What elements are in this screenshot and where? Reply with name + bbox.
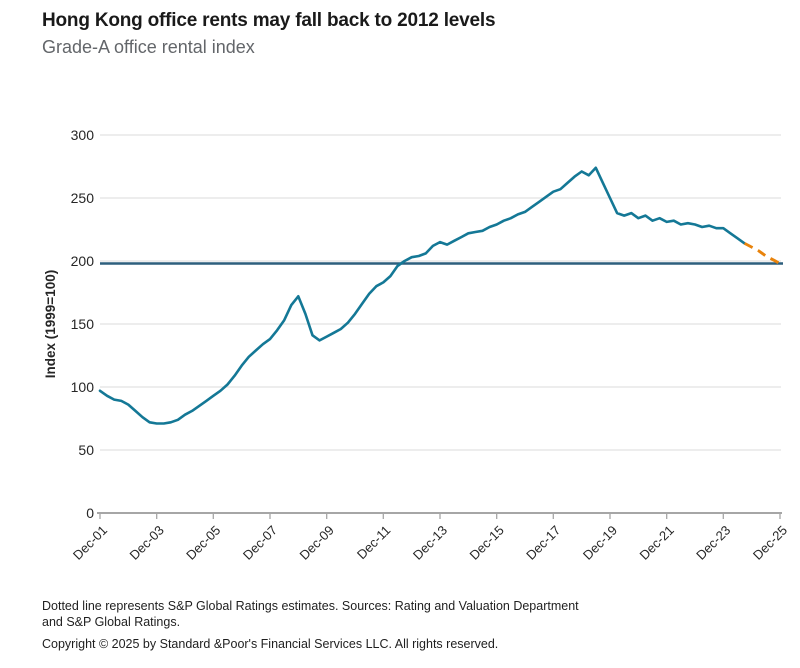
x-tick-label: Dec-11 [354,523,394,563]
x-tick-label: Dec-07 [240,523,280,563]
x-tick-label: Dec-03 [127,523,167,563]
x-tick-label: Dec-17 [523,523,563,563]
x-tick-label: Dec-19 [580,523,620,563]
series-line-actual [98,166,746,425]
x-tick-label: Dec-13 [410,523,450,563]
series-line-estimate [743,242,781,265]
y-tick-label: 250 [71,190,95,206]
page-subtitle: Grade-A office rental index [42,37,255,57]
y-tick-label: 100 [71,379,95,395]
y-tick-label: 150 [71,316,95,332]
source-note-line2: and S&P Global Ratings. [42,615,181,629]
x-tick-label: Dec-21 [637,523,677,563]
y-tick-label: 0 [86,505,94,521]
x-tick-label: Dec-23 [693,523,733,563]
x-tick-label: Dec-25 [750,523,790,563]
page-title: Hong Kong office rents may fall back to … [42,10,496,31]
x-tick-label: Dec-09 [297,523,337,563]
rental-index-line-chart: 0 50 100 150 200 250 300 Dec-01 Dec-03 Dec-05 Dec-… [43,127,790,563]
y-tick-label: 200 [71,253,95,269]
x-tick-label: Dec-05 [183,523,223,563]
y-axis-title: Index (1999=100) [43,270,58,378]
source-note-line1: Dotted line represents S&P Global Rating… [42,599,579,613]
y-tick-label: 300 [71,127,95,143]
x-tick-label: Dec-15 [467,523,507,563]
y-tick-label: 50 [78,442,94,458]
copyright-text: Copyright © 2025 by Standard &Poor's Fin… [42,637,499,651]
source-note: Dotted line represents S&P Global Rating… [42,598,662,630]
x-tick-label: Dec-01 [70,523,110,563]
